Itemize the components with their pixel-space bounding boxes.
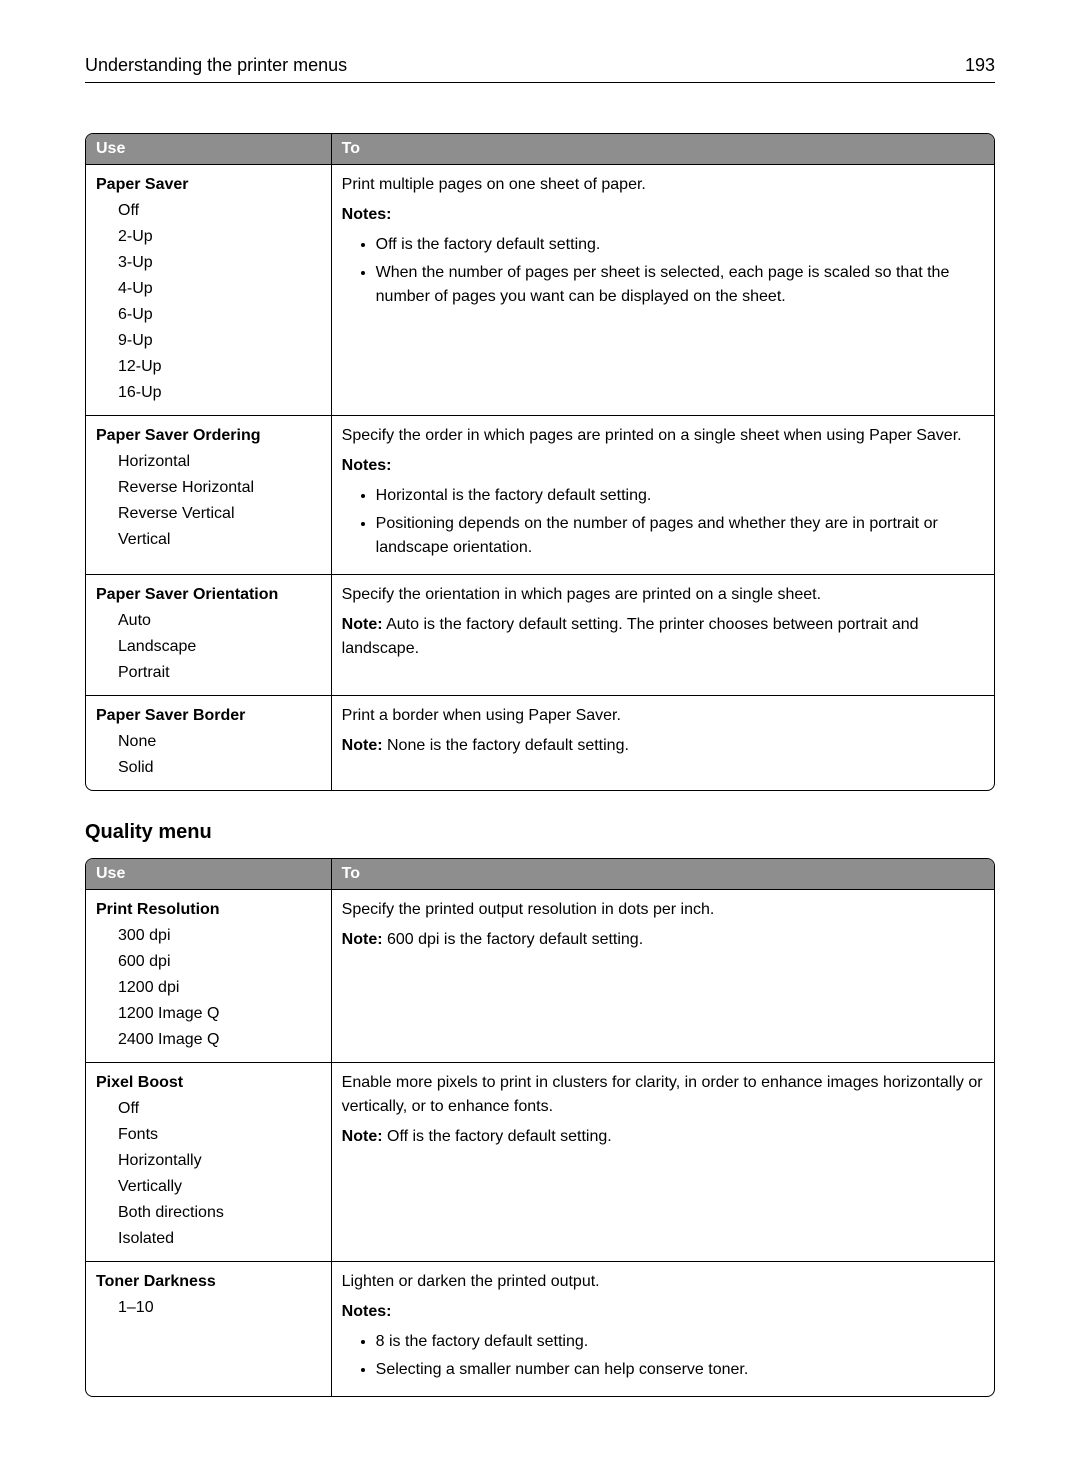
to-description: Print multiple pages on one sheet of pap… <box>342 173 984 197</box>
use-title: Toner Darkness <box>96 1270 321 1294</box>
use-option: 16-Up <box>96 381 321 405</box>
section-title: Quality menu <box>85 821 995 844</box>
col-use-header: Use <box>86 859 331 890</box>
quality-menu-table: Use To Print Resolution 300 dpi 600 dpi … <box>85 858 995 1397</box>
note-line: Note: Auto is the factory default settin… <box>342 613 984 661</box>
note-line: Note: Off is the factory default setting… <box>342 1125 984 1149</box>
use-option: Reverse Horizontal <box>96 476 321 500</box>
use-option: 2-Up <box>96 225 321 249</box>
use-option: 4-Up <box>96 277 321 301</box>
col-to-header: To <box>331 859 994 890</box>
use-option: Both directions <box>96 1201 321 1225</box>
use-option: Vertical <box>96 528 321 552</box>
use-option: Isolated <box>96 1227 321 1251</box>
use-option: 1200 Image Q <box>96 1002 321 1026</box>
note-item: Selecting a smaller number can help cons… <box>376 1358 984 1382</box>
use-option: 12-Up <box>96 355 321 379</box>
notes-label: Notes: <box>342 203 984 227</box>
use-option: Fonts <box>96 1123 321 1147</box>
note-item: Off is the factory default setting. <box>376 233 984 257</box>
use-title: Print Resolution <box>96 898 321 922</box>
table-row: Paper Saver Ordering Horizontal Reverse … <box>86 416 994 575</box>
notes-label: Notes: <box>342 1300 984 1324</box>
note-text: Auto is the factory default setting. The… <box>342 616 919 657</box>
note-label: Note: <box>342 931 383 948</box>
note-line: Note: None is the factory default settin… <box>342 734 984 758</box>
note-text: Off is the factory default setting. <box>383 1128 612 1145</box>
table-row: Toner Darkness 1–10 Lighten or darken th… <box>86 1262 994 1397</box>
table-row: Paper Saver Border None Solid Print a bo… <box>86 696 994 791</box>
use-option: Horizontally <box>96 1149 321 1173</box>
notes-label: Notes: <box>342 454 984 478</box>
table-row: Paper Saver Off 2-Up 3-Up 4-Up 6-Up 9-Up… <box>86 165 994 416</box>
use-option: 300 dpi <box>96 924 321 948</box>
use-option: 1200 dpi <box>96 976 321 1000</box>
use-option: Solid <box>96 756 321 780</box>
use-option: Landscape <box>96 635 321 659</box>
note-text: None is the factory default setting. <box>383 737 629 754</box>
use-option: Off <box>96 1097 321 1121</box>
to-description: Print a border when using Paper Saver. <box>342 704 984 728</box>
use-option: Horizontal <box>96 450 321 474</box>
page-number: 193 <box>965 55 995 76</box>
use-title: Paper Saver <box>96 173 321 197</box>
note-item: Horizontal is the factory default settin… <box>376 484 984 508</box>
use-option: 2400 Image Q <box>96 1028 321 1052</box>
use-option: 3-Up <box>96 251 321 275</box>
use-title: Paper Saver Ordering <box>96 424 321 448</box>
note-label: Note: <box>342 616 383 633</box>
table-row: Print Resolution 300 dpi 600 dpi 1200 dp… <box>86 890 994 1063</box>
to-description: Specify the orientation in which pages a… <box>342 583 984 607</box>
use-title: Paper Saver Orientation <box>96 583 321 607</box>
col-to-header: To <box>331 134 994 165</box>
use-title: Paper Saver Border <box>96 704 321 728</box>
note-item: 8 is the factory default setting. <box>376 1330 984 1354</box>
note-line: Note: 600 dpi is the factory default set… <box>342 928 984 952</box>
use-option: Reverse Vertical <box>96 502 321 526</box>
use-title: Pixel Boost <box>96 1071 321 1095</box>
use-option: Auto <box>96 609 321 633</box>
note-label: Note: <box>342 1128 383 1145</box>
to-description: Specify the printed output resolution in… <box>342 898 984 922</box>
use-option: Portrait <box>96 661 321 685</box>
use-option: 9-Up <box>96 329 321 353</box>
paper-saver-table: Use To Paper Saver Off 2-Up 3-Up 4-Up 6-… <box>85 133 995 791</box>
page-header: Understanding the printer menus 193 <box>85 55 995 83</box>
use-option: 1–10 <box>96 1296 321 1320</box>
table-row: Pixel Boost Off Fonts Horizontally Verti… <box>86 1063 994 1262</box>
col-use-header: Use <box>86 134 331 165</box>
use-option: Off <box>96 199 321 223</box>
use-option: 600 dpi <box>96 950 321 974</box>
note-text: 600 dpi is the factory default setting. <box>383 931 644 948</box>
note-item: When the number of pages per sheet is se… <box>376 261 984 309</box>
to-description: Lighten or darken the printed output. <box>342 1270 984 1294</box>
use-option: None <box>96 730 321 754</box>
page-header-title: Understanding the printer menus <box>85 55 347 76</box>
to-description: Enable more pixels to print in clusters … <box>342 1071 984 1119</box>
table-row: Paper Saver Orientation Auto Landscape P… <box>86 575 994 696</box>
note-item: Positioning depends on the number of pag… <box>376 512 984 560</box>
use-option: 6-Up <box>96 303 321 327</box>
note-label: Note: <box>342 737 383 754</box>
to-description: Specify the order in which pages are pri… <box>342 424 984 448</box>
use-option: Vertically <box>96 1175 321 1199</box>
